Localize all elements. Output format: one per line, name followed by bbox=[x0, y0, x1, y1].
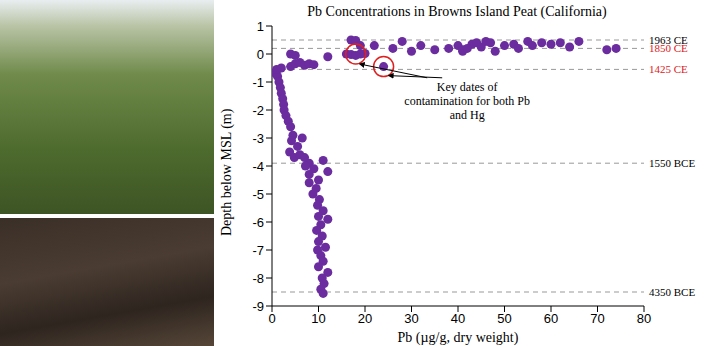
svg-text:4350 BCE: 4350 BCE bbox=[649, 286, 695, 298]
svg-text:1550 BCE: 1550 BCE bbox=[649, 157, 695, 169]
svg-text:30: 30 bbox=[404, 311, 418, 326]
html-text:Key dates of contamination for: Key dates of contamination for both Pb a… bbox=[404, 79, 530, 122]
svg-text:-9: -9 bbox=[252, 299, 264, 314]
svg-text:10: 10 bbox=[311, 311, 325, 326]
html-text:Pb Concentrations in Browns Is: Pb Concentrations in Browns Island Peat … bbox=[307, 4, 607, 19]
svg-text:-8: -8 bbox=[252, 271, 264, 286]
svg-text:40: 40 bbox=[451, 311, 465, 326]
svg-text:1963 CE: 1963 CE bbox=[649, 33, 688, 46]
svg-text:1425 CE: 1425 CE bbox=[649, 63, 688, 75]
svg-text:60: 60 bbox=[544, 311, 558, 326]
svg-text:-3: -3 bbox=[252, 131, 264, 146]
svg-text:0: 0 bbox=[268, 311, 275, 326]
svg-text:0: 0 bbox=[257, 47, 264, 62]
svg-text:Pb (µg/g, dry weight): Pb (µg/g, dry weight) bbox=[398, 330, 519, 346]
svg-text:-2: -2 bbox=[252, 103, 264, 118]
svg-text:20: 20 bbox=[358, 311, 372, 326]
svg-text:-7: -7 bbox=[252, 243, 264, 258]
svg-text:50: 50 bbox=[497, 311, 511, 326]
svg-text:-4: -4 bbox=[252, 159, 264, 174]
svg-text:-6: -6 bbox=[252, 215, 264, 230]
svg-text:-1: -1 bbox=[252, 75, 264, 90]
svg-text:80: 80 bbox=[637, 311, 651, 326]
svg-text:70: 70 bbox=[590, 311, 604, 326]
svg-text:1850 CE: 1850 CE bbox=[649, 42, 688, 54]
svg-text:-5: -5 bbox=[252, 187, 264, 202]
svg-text:Depth below MSL (m): Depth below MSL (m) bbox=[219, 108, 235, 236]
svg-text:1: 1 bbox=[257, 19, 264, 34]
